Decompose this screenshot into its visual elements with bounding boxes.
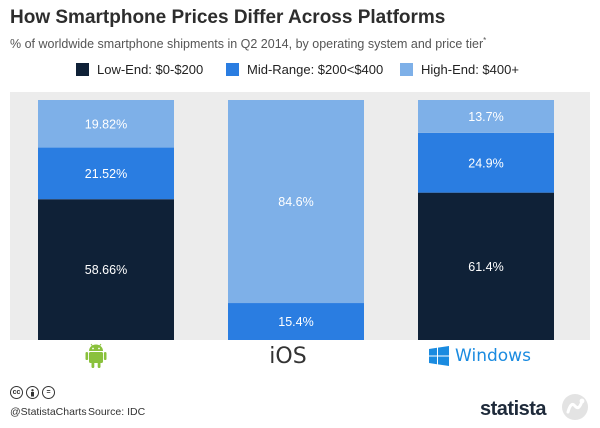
platform-ios: iOS [218,338,358,374]
bar-windows-mid [418,132,554,193]
legend-item-low: Low-End: $0-$200 [76,62,203,77]
legend-label-mid: Mid-Range: $200<$400 [247,62,384,77]
data-label-android-high: 19.82% [85,117,127,131]
windows-icon [429,346,450,366]
platform-label-ios: iOS [269,343,307,369]
legend: Low-End: $0-$200 Mid-Range: $200<$400 Hi… [0,62,600,84]
data-label-android-mid: 21.52% [85,167,127,181]
data-label-windows-low: 61.4% [468,260,503,274]
bar-ios-mid [228,303,364,340]
nd-icon: = [42,386,55,399]
legend-label-high: High-End: $400+ [421,62,519,77]
platform-windows: Windows [410,338,550,374]
platform-label-windows: Windows [455,346,531,366]
twitter-handle[interactable]: @StatistaCharts [10,406,87,418]
bar-android-low [38,199,174,340]
data-label-ios-high: 84.6% [278,195,313,209]
bar-android-mid [38,147,174,200]
legend-swatch-mid [226,63,239,76]
chart-svg: 58.66% 21.52% 19.82% 15.4% 84.6% 61.4% 24.9% 13… [38,100,554,340]
chart-title: How Smartphone Prices Differ Across Plat… [10,7,446,28]
data-label-android-low: 58.66% [85,263,127,277]
subtitle-footnote-mark: * [483,36,487,45]
platform-android [28,338,164,374]
data-label-ios-mid: 15.4% [278,315,313,329]
data-label-windows-high: 13.7% [468,110,503,124]
statista-logo-icon [562,394,588,420]
footer: cc = @StatistaCharts Source: IDC statist… [0,374,600,428]
chart-area: 58.66% 21.52% 19.82% 15.4% 84.6% 61.4% 24.9% 13… [10,92,590,340]
license-icons: cc = [10,386,55,399]
statista-logo-text[interactable]: statista [480,398,547,420]
bar-windows-high [418,100,554,133]
android-icon [85,343,107,368]
platform-axis: iOS Windows [0,338,600,374]
by-icon [26,386,39,399]
legend-swatch-high [400,63,413,76]
chart-subtitle: % of worldwide smartphone shipments in Q… [10,36,486,51]
cc-icon: cc [10,386,23,399]
bar-android-high [38,100,174,148]
legend-swatch-low [76,63,89,76]
legend-label-low: Low-End: $0-$200 [97,62,204,77]
subtitle-text: % of worldwide smartphone shipments in Q… [10,37,484,52]
source-note: Source: IDC [88,406,146,418]
bar-ios-high [228,100,364,304]
legend-item-mid: Mid-Range: $200<$400 [226,62,383,77]
legend-item-high: High-End: $400+ [400,62,519,77]
data-label-windows-mid: 24.9% [468,156,503,170]
bar-windows-low [418,192,554,340]
